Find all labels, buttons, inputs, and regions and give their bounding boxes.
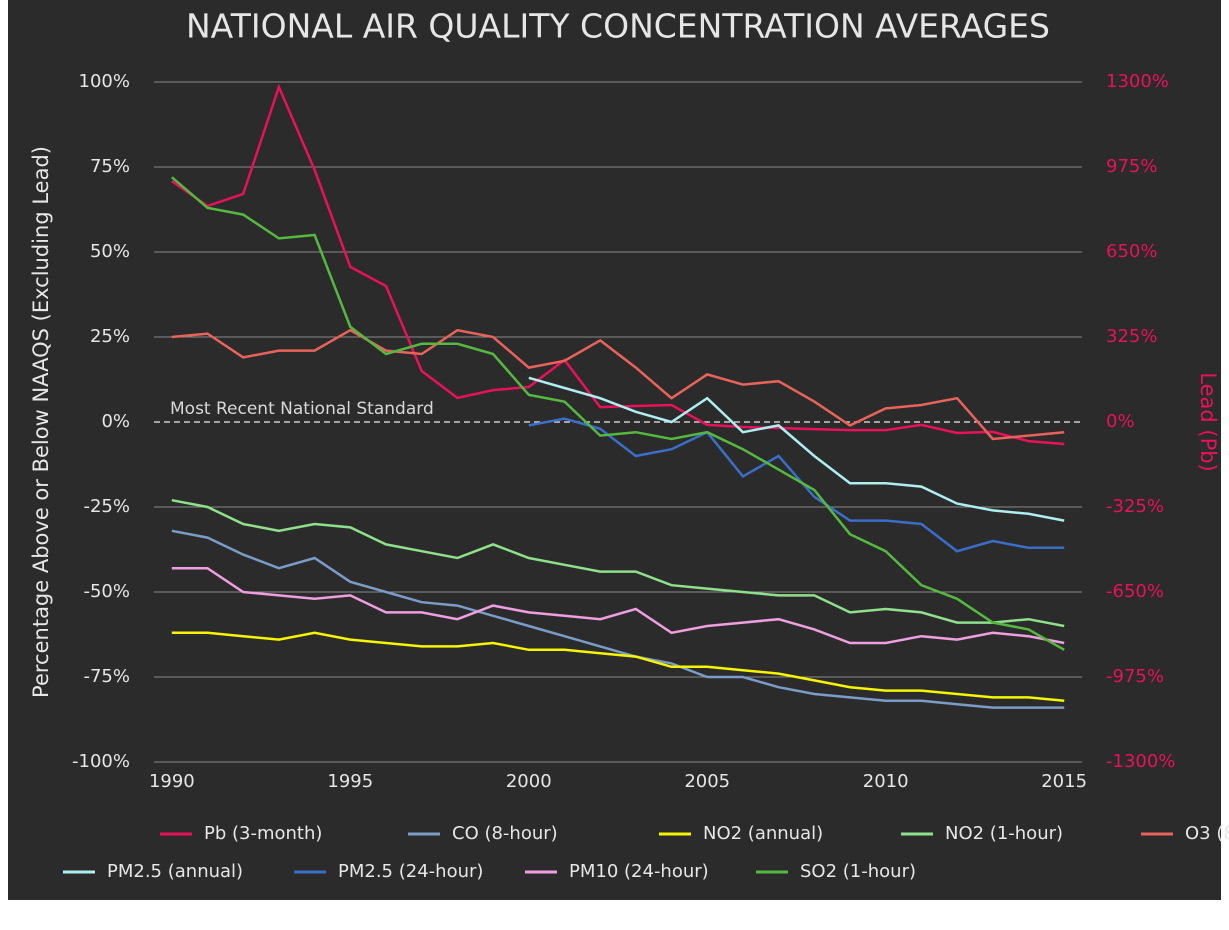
x-tick-label: 2000 [506,771,552,792]
x-tick-label: 2010 [863,771,909,792]
y-tick-label: 100% [79,71,130,92]
chart-title: NATIONAL AIR QUALITY CONCENTRATION AVERA… [186,7,1050,46]
y2-tick-label: 0% [1106,411,1135,432]
y2-axis-label: Lead (Pb) [1196,372,1220,472]
series-line [171,529,1065,709]
legend-label: NO2 (1-hour) [945,823,1063,844]
legend-label: PM10 (24-hour) [569,861,709,882]
series-line [171,498,1065,628]
y2-tick-label: -1300% [1106,751,1175,772]
y2-tick-label: 650% [1106,241,1157,262]
reference-label: Most Recent National Standard [170,399,434,419]
y2-tick-label: 975% [1106,156,1157,177]
background [8,0,1221,900]
y-tick-label: 50% [90,241,130,262]
y2-tick-label: -975% [1106,666,1164,687]
x-tick-label: 1995 [327,771,373,792]
legend-label: NO2 (annual) [703,823,823,844]
x-tick-label: 1990 [149,771,195,792]
y-tick-label: 75% [90,156,130,177]
series-line [528,417,1065,553]
legend-label: O3 (8-hour) [1185,823,1229,844]
series-line [171,631,1065,703]
series-line [171,83,1065,446]
y-tick-label: -100% [72,751,130,772]
legend-label: SO2 (1-hour) [800,861,916,882]
y-tick-label: 0% [101,411,130,432]
y2-tick-label: -650% [1106,581,1164,602]
legend-label: PM2.5 (24-hour) [338,861,483,882]
y2-tick-label: -325% [1106,496,1164,517]
series-line [528,376,1065,522]
y-axis-label: Percentage Above or Below NAAQS (Excludi… [29,146,53,698]
series-line [170,176,1065,651]
y-tick-label: -25% [83,496,130,517]
x-tick-label: 2015 [1041,771,1087,792]
y2-tick-label: 1300% [1106,71,1169,92]
series-line [171,328,1065,441]
series-line [171,566,1065,645]
x-tick-label: 2005 [684,771,730,792]
y-tick-label: -75% [83,666,130,687]
legend-label: PM2.5 (annual) [107,861,243,882]
legend-label: Pb (3-month) [204,823,322,844]
y-tick-label: -50% [83,581,130,602]
legend-label: CO (8-hour) [452,823,558,844]
y-tick-label: 25% [90,326,130,347]
y2-tick-label: 325% [1106,326,1157,347]
